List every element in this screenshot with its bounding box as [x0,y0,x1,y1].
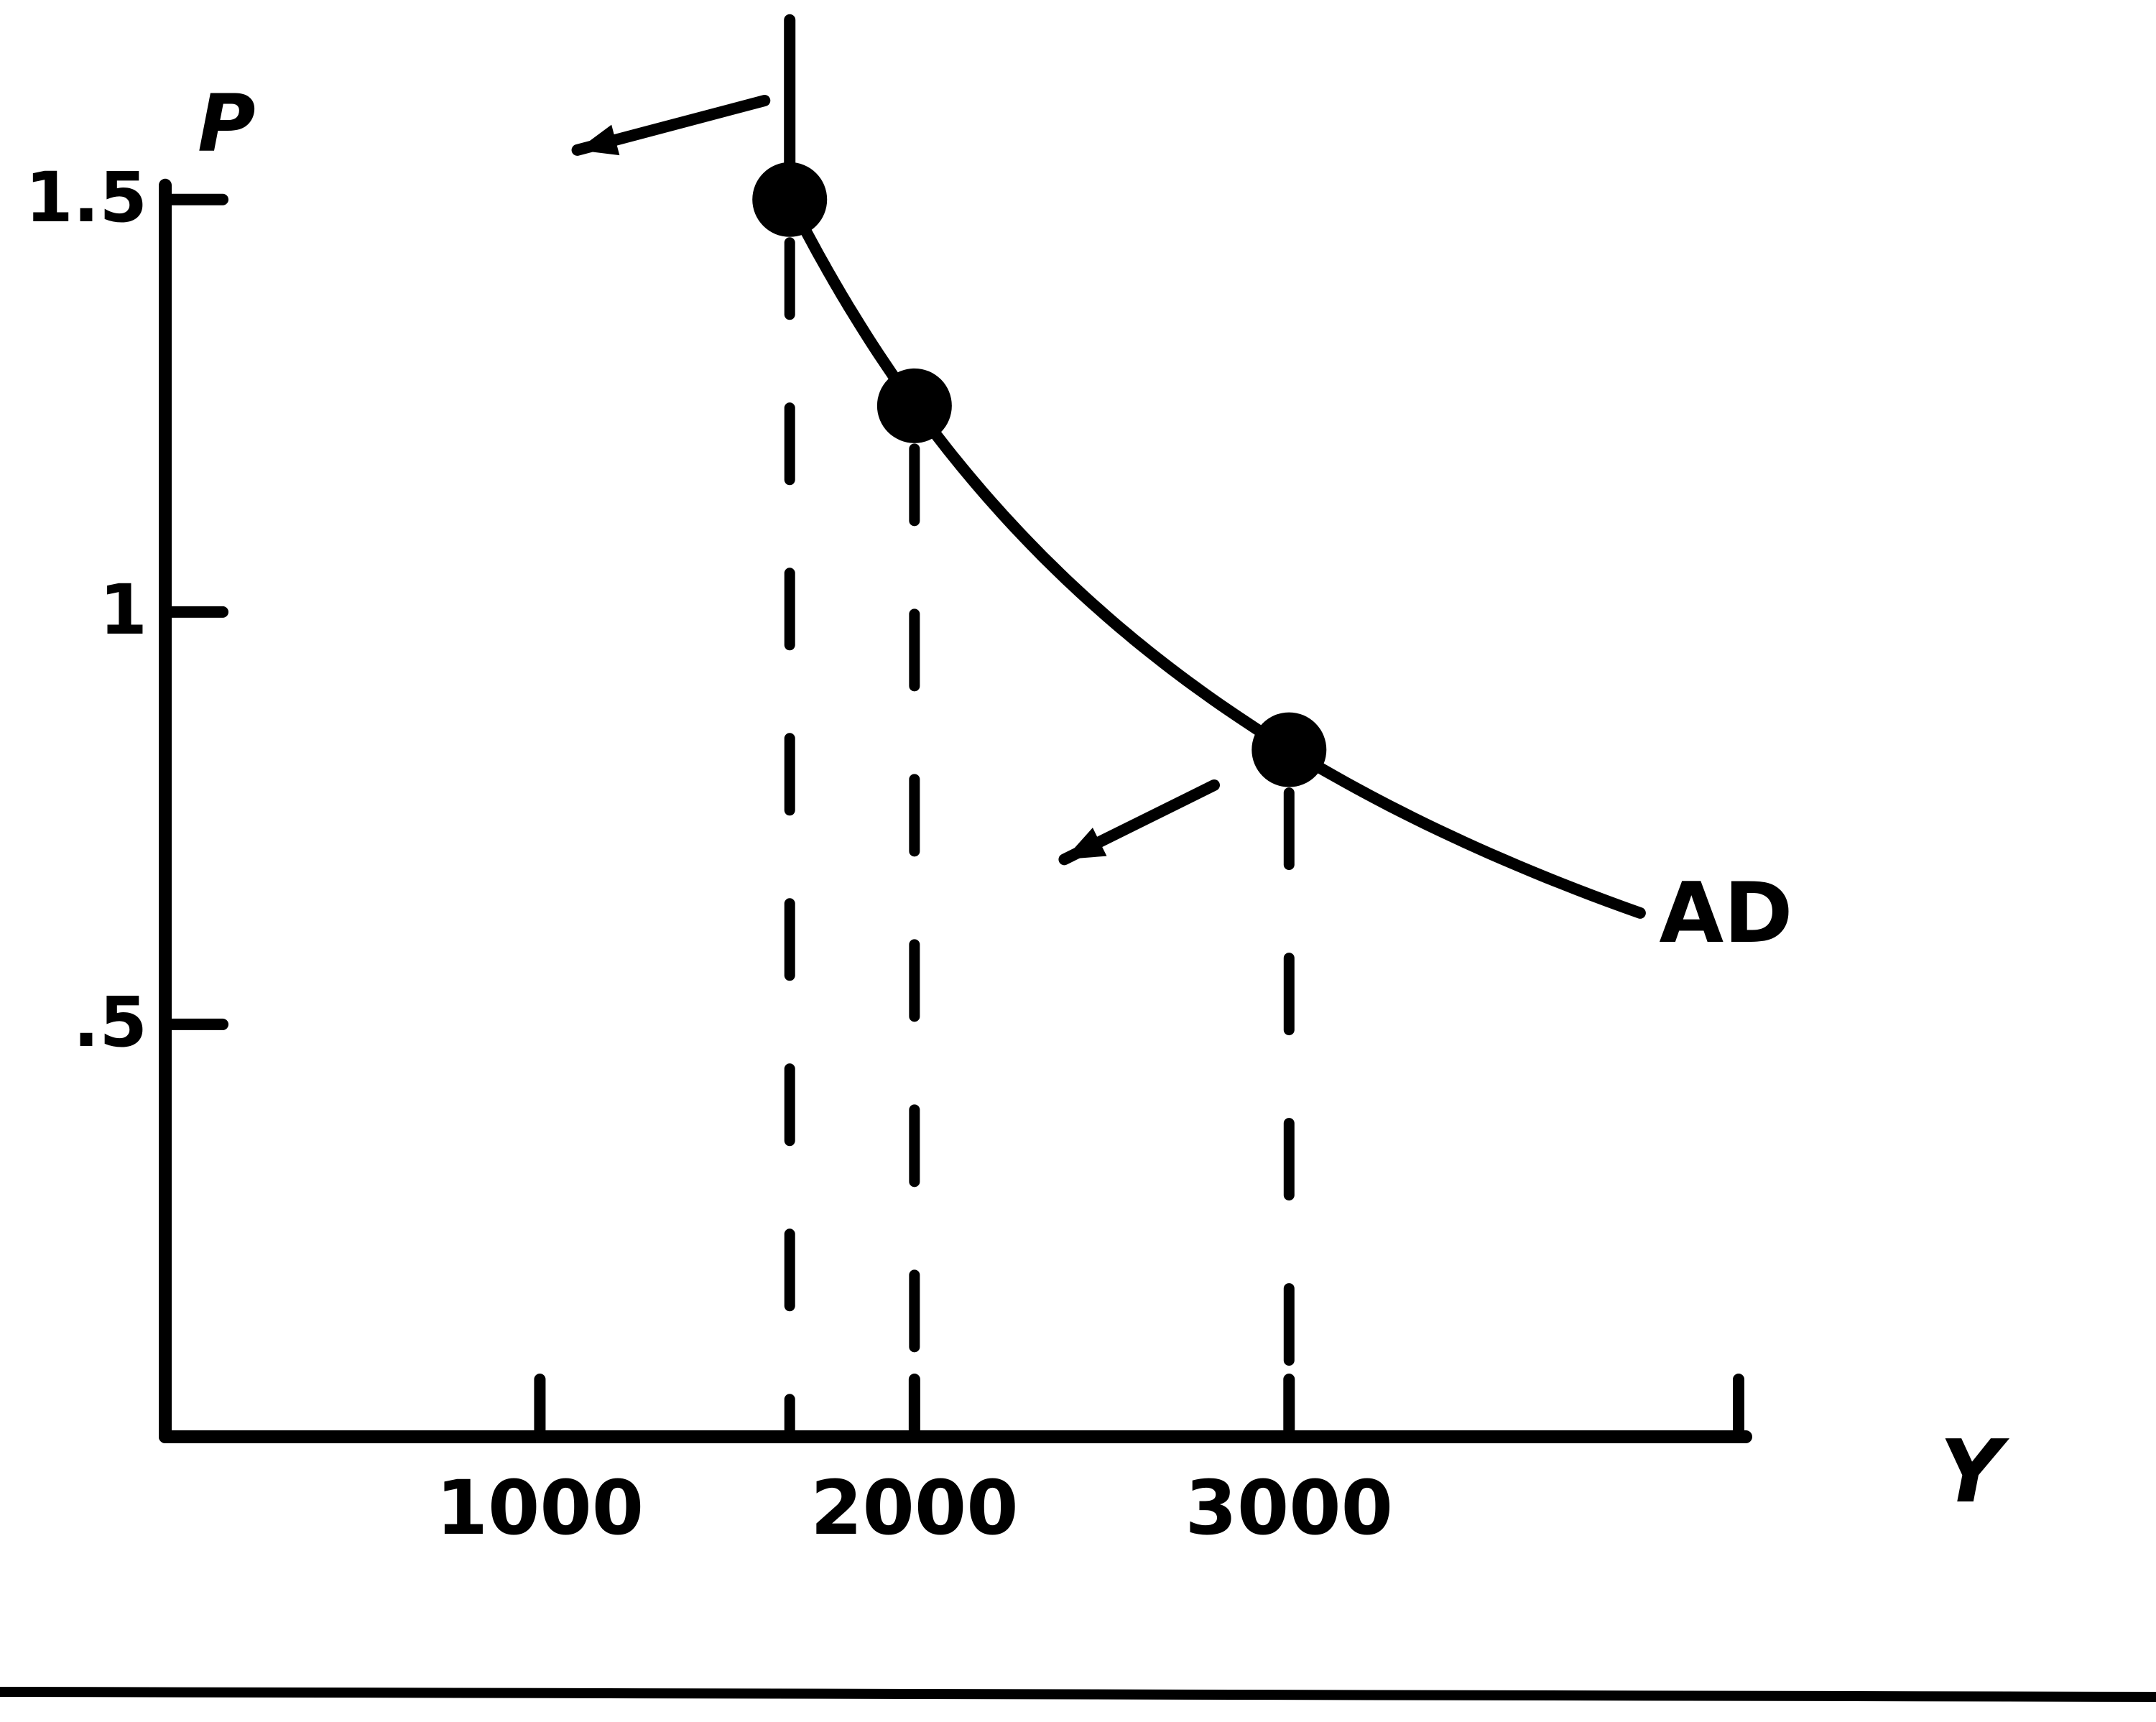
chart-labels: P Y AD [198,78,2010,1522]
data-points [752,162,1327,787]
guide-lines [784,237,1295,1443]
axes: .5 1 1.5 1000 2000 3000 [25,157,1752,1552]
x-tick-label: 2000 [810,1464,1018,1552]
data-point [752,162,828,237]
x-axis-label: Y [1940,1422,2010,1522]
y-tick-label: 1.5 [25,157,147,238]
ad-curve-label: AD [1659,865,1792,962]
ad-curve [784,193,1646,919]
x-tick-label: 1000 [436,1464,644,1552]
page-bottom-rule [0,1687,2156,1702]
data-point [1252,712,1327,787]
shift-arrows [571,95,1220,866]
y-axis-label: P [198,78,256,170]
shift-arrow-head [1064,828,1107,860]
y-tick-label: .5 [73,982,147,1063]
x-tick-label: 3000 [1185,1464,1393,1552]
data-point [876,368,952,443]
y-tick-label: 1 [99,570,147,650]
shift-arrow-head [577,124,620,156]
